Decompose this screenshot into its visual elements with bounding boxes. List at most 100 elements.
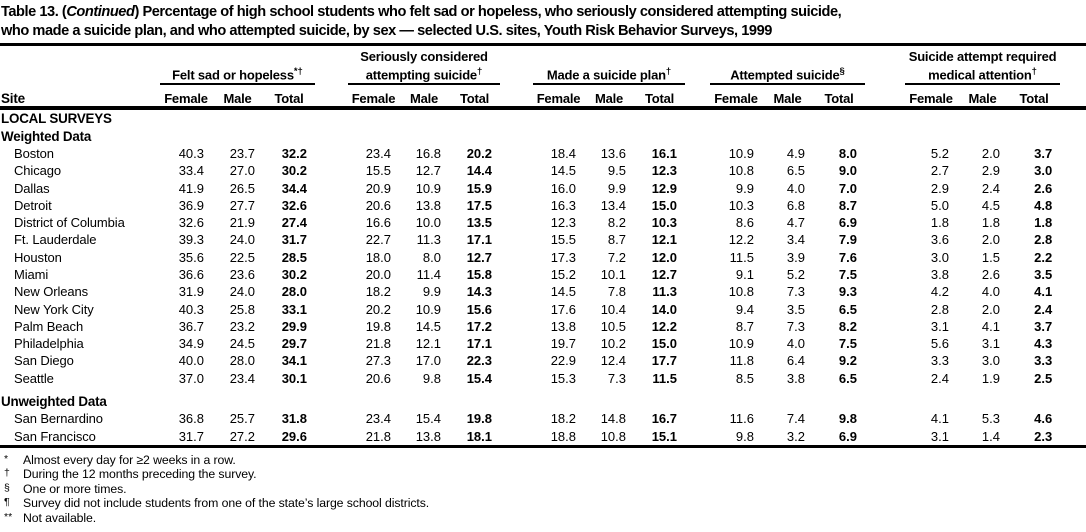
site-cell: Detroit: [14, 197, 52, 213]
total-value-cell: 8.7: [838, 197, 857, 213]
value-cell: 4.0: [786, 180, 805, 196]
value-cell: 10.9: [415, 180, 441, 196]
value-cell: 14.5: [415, 318, 441, 334]
value-cell: 31.7: [178, 428, 204, 444]
column-gap: [685, 370, 710, 387]
value-cell: 4.5: [981, 197, 1000, 213]
site-cell: Philadelphia: [14, 336, 84, 352]
value-cell: 12.7: [415, 163, 441, 179]
value-cell: 14.5: [550, 284, 576, 300]
value-cell: 10.8: [600, 428, 626, 444]
group-header-considered-suicide: Seriously considered attempting suicide†: [348, 49, 500, 86]
subheader-row: Site Female Male Total Female Male Total Femal…: [0, 84, 1060, 106]
total-value-cell: 8.0: [838, 145, 857, 161]
total-value-cell: 17.1: [466, 232, 492, 248]
total-value-cell: 6.5: [838, 370, 857, 386]
header-table: Felt sad or hopeless*† Seriously conside…: [0, 49, 1061, 106]
column-gap: [865, 266, 905, 283]
column-header-total: Total: [1019, 91, 1049, 107]
column-gap: [315, 180, 348, 197]
title-line2: who made a suicide plan, and who attempt…: [1, 23, 772, 39]
total-value-cell: 28.5: [281, 249, 307, 265]
value-cell: 20.9: [365, 180, 391, 196]
total-value-cell: 17.2: [466, 318, 492, 334]
value-cell: 8.7: [607, 232, 626, 248]
title-line1-prefix: Table 13. (: [1, 4, 67, 20]
total-value-cell: 31.8: [281, 411, 307, 427]
site-cell: San Diego: [14, 353, 74, 369]
table-row: Palm Beach 36.7 23.2 29.9 19.8 14.5 17.2 13.8 10…: [0, 318, 1060, 335]
value-cell: 16.8: [415, 145, 441, 161]
table-row: New York City 40.3 25.8 33.1 20.2 10.9 15.6 17.…: [0, 301, 1060, 318]
value-cell: 3.5: [786, 301, 805, 317]
site-cell: Palm Beach: [14, 318, 84, 334]
footnote-marker: †: [4, 467, 10, 480]
column-gap: [865, 162, 905, 179]
total-value-cell: 15.8: [466, 267, 492, 282]
value-cell: 23.6: [229, 267, 255, 282]
value-cell: 23.4: [365, 145, 391, 161]
value-cell: 10.2: [600, 336, 626, 352]
column-header-female: Female: [351, 91, 396, 107]
total-value-cell: 12.0: [651, 249, 677, 265]
section-label: Weighted Data: [1, 128, 92, 144]
section-row: Unweighted Data: [0, 387, 1060, 410]
value-cell: 5.0: [930, 197, 949, 213]
column-gap: [315, 410, 348, 427]
total-value-cell: 34.1: [281, 353, 307, 369]
footnote-marker: *†: [293, 65, 303, 77]
total-value-cell: 4.1: [1034, 284, 1053, 300]
total-value-cell: 2.3: [1034, 428, 1053, 444]
site-cell: New York City: [14, 301, 94, 317]
column-header-male: Male: [223, 91, 252, 107]
total-value-cell: 28.0: [281, 284, 307, 300]
value-cell: 4.9: [786, 145, 805, 161]
total-value-cell: 2.2: [1034, 249, 1053, 265]
value-cell: 40.3: [178, 301, 204, 317]
value-cell: 10.1: [600, 267, 626, 282]
value-cell: 3.1: [930, 428, 949, 444]
site-cell: Ft. Lauderdale: [14, 232, 97, 248]
column-gap: [685, 50, 710, 84]
column-gap: [315, 266, 348, 283]
value-cell: 9.5: [607, 163, 626, 179]
title-line1-rest: ) Percentage of high school students who…: [134, 4, 842, 20]
table-row: Dallas 41.9 26.5 34.4 20.9 10.9 15.9 16.0 9.9 12.…: [0, 180, 1060, 197]
value-cell: 5.2: [930, 145, 949, 161]
column-gap: [865, 145, 905, 162]
value-cell: 12.4: [600, 353, 626, 369]
column-gap: [315, 231, 348, 248]
value-cell: 12.1: [415, 336, 441, 352]
footnote: ¶ Survey did not include students from on…: [4, 496, 1086, 510]
value-cell: 1.8: [981, 215, 1000, 231]
value-cell: 9.8: [735, 428, 754, 444]
column-gap: [685, 180, 710, 197]
column-gap: [685, 335, 710, 352]
total-value-cell: 13.5: [466, 215, 492, 231]
total-value-cell: 14.0: [651, 301, 677, 317]
column-gap: [500, 214, 533, 231]
column-gap: [315, 301, 348, 318]
table-row: Chicago 33.4 27.0 30.2 15.5 12.7 14.4 14.5 9.5 12…: [0, 162, 1060, 179]
total-value-cell: 8.2: [838, 318, 857, 334]
value-cell: 4.0: [786, 336, 805, 352]
footnote: § One or more times.: [4, 482, 1086, 496]
total-value-cell: 7.6: [838, 249, 857, 265]
table-row: New Orleans 31.9 24.0 28.0 18.2 9.9 14.3 14.5 7.…: [0, 283, 1060, 300]
value-cell: 1.9: [981, 370, 1000, 386]
table-row: San Bernardino 36.8 25.7 31.8 23.4 15.4 19.8 18…: [0, 410, 1060, 427]
total-value-cell: 32.6: [281, 197, 307, 213]
column-gap: [315, 335, 348, 352]
total-value-cell: 3.5: [1034, 267, 1053, 282]
column-gap: [685, 197, 710, 214]
total-value-cell: 18.1: [466, 428, 492, 444]
column-gap: [315, 283, 348, 300]
value-cell: 12.2: [728, 232, 754, 248]
site-cell: San Francisco: [14, 428, 96, 444]
value-cell: 10.3: [728, 197, 754, 213]
column-gap: [500, 50, 533, 84]
value-cell: 18.2: [550, 411, 576, 427]
total-value-cell: 17.7: [651, 353, 677, 369]
value-cell: 2.7: [930, 163, 949, 179]
